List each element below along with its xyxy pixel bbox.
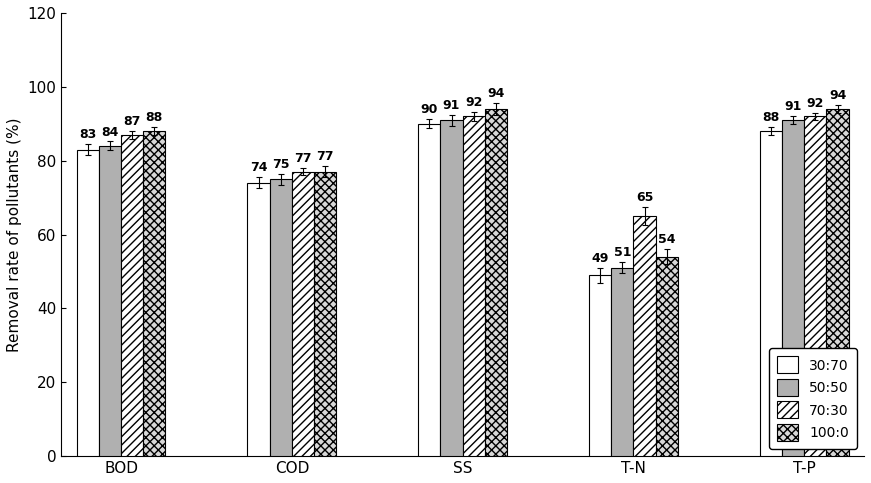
Bar: [656, 257, 678, 456]
Bar: [270, 179, 292, 456]
Text: 83: 83: [79, 128, 97, 141]
Text: 88: 88: [145, 112, 163, 125]
Text: 94: 94: [829, 89, 847, 102]
Text: 65: 65: [636, 191, 653, 204]
Text: 88: 88: [762, 112, 780, 125]
Bar: [782, 120, 804, 456]
Bar: [77, 150, 98, 456]
Text: 77: 77: [294, 152, 312, 165]
Bar: [121, 135, 143, 456]
Legend: 30:70, 50:50, 70:30, 100:0: 30:70, 50:50, 70:30, 100:0: [769, 348, 857, 449]
Bar: [98, 146, 121, 456]
Text: 84: 84: [101, 126, 118, 139]
Bar: [589, 275, 611, 456]
Y-axis label: Removal rate of pollutants (%): Removal rate of pollutants (%): [7, 117, 22, 352]
Text: 75: 75: [272, 157, 289, 170]
Text: 94: 94: [487, 87, 504, 100]
Bar: [441, 120, 463, 456]
Bar: [463, 116, 485, 456]
Bar: [314, 172, 336, 456]
Text: 92: 92: [807, 97, 824, 110]
Bar: [611, 268, 633, 456]
Bar: [760, 131, 782, 456]
Text: 92: 92: [465, 96, 483, 109]
Text: 54: 54: [658, 233, 676, 246]
Bar: [485, 109, 507, 456]
Bar: [827, 109, 848, 456]
Text: 51: 51: [613, 246, 631, 259]
Text: 74: 74: [250, 161, 267, 174]
Text: 77: 77: [316, 150, 334, 163]
Bar: [143, 131, 165, 456]
Bar: [292, 172, 314, 456]
Bar: [633, 216, 656, 456]
Bar: [804, 116, 827, 456]
Bar: [418, 124, 441, 456]
Text: 91: 91: [442, 99, 460, 112]
Text: 91: 91: [785, 99, 802, 113]
Text: 49: 49: [591, 252, 609, 265]
Text: 90: 90: [421, 103, 438, 116]
Text: 87: 87: [124, 115, 141, 128]
Bar: [247, 183, 270, 456]
